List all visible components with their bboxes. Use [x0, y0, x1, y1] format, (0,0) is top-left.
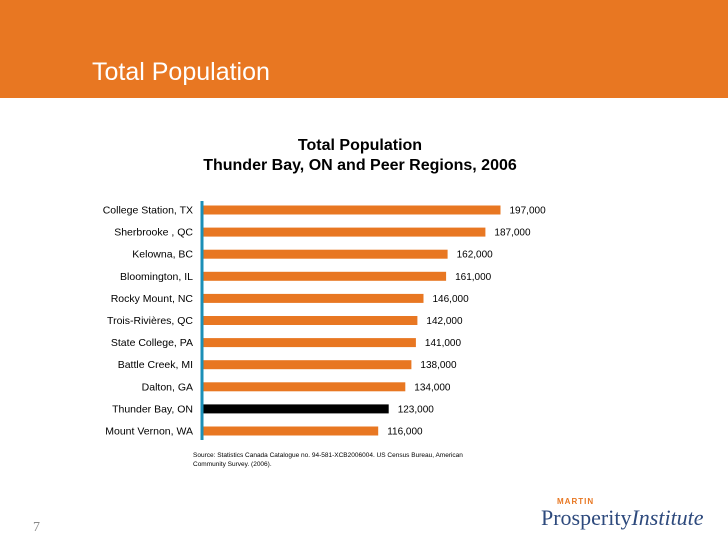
value-label: 162,000 [457, 250, 494, 261]
category-label: Bloomington, IL [120, 271, 193, 283]
category-label: State College, PA [111, 337, 193, 349]
value-label: 187,000 [494, 228, 531, 239]
header-bar [0, 0, 728, 98]
value-label: 138,000 [420, 360, 457, 371]
bar-1 [203, 227, 486, 237]
chart-title: Total Population [297, 137, 423, 154]
chart-subtitle: Thunder Bay, ON and Peer Regions, 2006 [203, 157, 517, 174]
value-label: 141,000 [425, 338, 462, 349]
category-label: Trois-Rivières, QC [107, 315, 193, 327]
bar-2 [203, 249, 448, 259]
value-label: 134,000 [414, 382, 451, 393]
logo-top-text: MARTIN [557, 497, 595, 506]
value-label: 197,000 [510, 206, 547, 217]
category-label: Rocky Mount, NC [111, 293, 194, 305]
value-label: 142,000 [426, 316, 463, 327]
bar-7 [203, 360, 412, 370]
martin-prosperity-logo: MARTIN ProsperityInstitute [541, 497, 711, 537]
source-note: Source: Statistics Canada Catalogue no. … [193, 452, 463, 468]
slide-title: Total Population [92, 58, 270, 86]
slide-number: 7 [33, 520, 40, 535]
value-label: 161,000 [455, 272, 492, 283]
logo-word-institute: Institute [631, 505, 704, 530]
bar-3 [203, 271, 447, 281]
bar-0 [203, 205, 501, 215]
category-label: Thunder Bay, ON [112, 403, 193, 415]
category-label: Sherbrooke , QC [114, 227, 193, 239]
logo-main-text: ProsperityInstitute [541, 505, 704, 531]
category-label: Mount Vernon, WA [105, 426, 193, 438]
value-label: 146,000 [433, 294, 470, 305]
category-label: Dalton, GA [142, 381, 193, 393]
bar-9 [203, 404, 389, 414]
bar-8 [203, 382, 406, 392]
bar-5 [203, 316, 418, 325]
logo-word-prosperity: Prosperity [541, 505, 632, 530]
category-label: College Station, TX [103, 205, 193, 217]
category-label: Kelowna, BC [132, 249, 193, 261]
value-label: 123,000 [398, 404, 435, 415]
bar-10 [203, 426, 379, 436]
category-label: Battle Creek, MI [118, 359, 193, 371]
bar-4 [203, 293, 424, 303]
bar-6 [203, 338, 416, 348]
value-label: 116,000 [387, 427, 423, 438]
